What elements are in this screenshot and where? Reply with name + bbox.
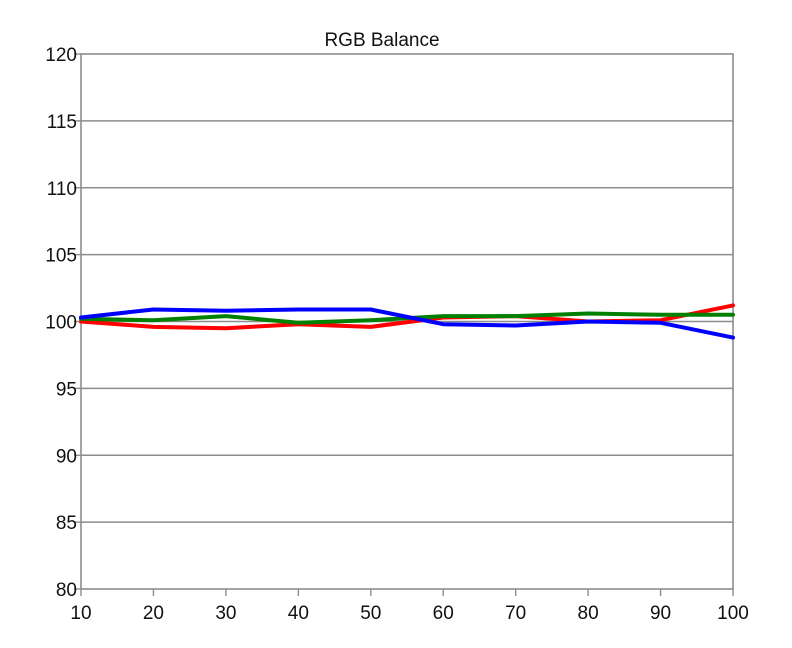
y-tick-label: 95: [56, 379, 77, 400]
y-tick-label: 80: [56, 580, 77, 601]
x-tick-label: 20: [143, 603, 164, 624]
x-tick-label: 60: [433, 603, 454, 624]
blue-series-line: [79, 307, 735, 340]
series-layer: [79, 303, 735, 340]
y-tick-label: 105: [45, 246, 77, 267]
x-tick-label: 10: [70, 603, 91, 624]
y-tick-label: 100: [45, 313, 77, 334]
x-tick-label: 90: [650, 603, 671, 624]
y-tick-label: 90: [56, 446, 77, 467]
x-tick-label: 100: [717, 603, 749, 624]
x-tick-label: 30: [215, 603, 236, 624]
y-tick-label: 85: [56, 513, 77, 534]
chart-title: RGB Balance: [324, 30, 439, 51]
x-tick-labels: 10 20 30 40 50 60 70 80 90 100: [70, 603, 748, 624]
y-tick-label: 115: [47, 112, 77, 133]
y-tick-labels: 80 85 90 95 100 105 110 115 120: [45, 45, 77, 601]
x-tick-label: 50: [360, 603, 381, 624]
x-tick-label: 40: [288, 603, 309, 624]
gridlines: [81, 120, 733, 523]
y-tick-label: 120: [45, 45, 77, 66]
axes: [74, 53, 734, 596]
x-tick-label: 80: [578, 603, 599, 624]
y-tick-label: 110: [47, 179, 77, 200]
x-tick-label: 70: [505, 603, 526, 624]
